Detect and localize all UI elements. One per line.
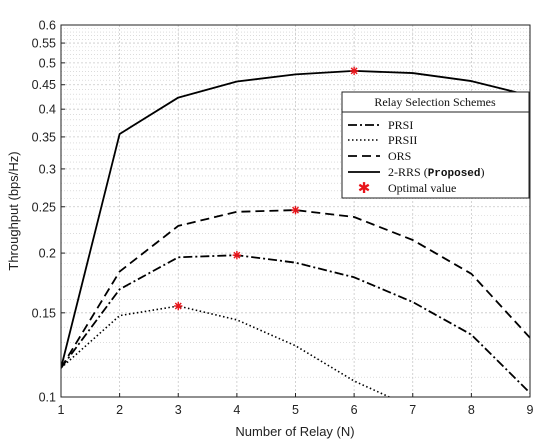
series-layer [61, 70, 530, 397]
x-tick-label: 7 [409, 403, 416, 417]
series-line-prsi [61, 254, 530, 394]
legend-swatch-optimal: ✱ [358, 179, 371, 197]
legend-label-close-paren: ) [481, 165, 485, 179]
x-tick-label: 3 [175, 403, 182, 417]
optimal-marker-stroke [350, 67, 358, 75]
series-line-prsii [61, 305, 392, 397]
y-axis-ticks: 0.1 0.15 0.2 0.25 0.3 0.35 0.4 0.45 0.5 0.55 0.6 [32, 19, 65, 405]
legend-label-prsii: PRSII [388, 133, 417, 147]
legend-label-2rrs: 2-RRS (Proposed) [388, 165, 485, 180]
legend-box [341, 91, 530, 199]
optimal-marker-stroke [174, 302, 182, 310]
x-tick-label: 5 [292, 403, 299, 417]
legend: Relay Selection Schemes PRSI PRSII ORS 2… [341, 91, 530, 199]
optimal-point-marker [349, 66, 359, 76]
x-tick-label: 9 [527, 403, 534, 417]
y-tick-label: 0.55 [32, 37, 56, 51]
y-tick-label: 0.2 [39, 247, 56, 261]
legend-label-open-paren: ( [424, 165, 428, 179]
optimal-marker-stroke [292, 206, 299, 214]
y-tick-label: 0.3 [39, 162, 56, 176]
optimal-point-marker [291, 205, 300, 215]
series-line-2-rrs [61, 70, 530, 369]
y-tick-label: 0.35 [32, 130, 56, 144]
x-tick-label: 4 [233, 403, 240, 417]
legend-label-optimal: Optimal value [388, 181, 456, 195]
x-tick-label: 1 [58, 403, 65, 417]
legend-label-ors: ORS [388, 149, 411, 163]
y-tick-label: 0.1 [39, 391, 56, 405]
y-tick-label: 0.6 [39, 19, 56, 33]
x-tick-label: 8 [468, 403, 475, 417]
optimal-point-marker [174, 301, 183, 311]
legend-label-2rrs-name: 2-RRS [388, 165, 421, 179]
legend-label-prsi: PRSI [388, 118, 413, 132]
x-tick-label: 2 [116, 403, 123, 417]
y-tick-label: 0.15 [32, 306, 56, 320]
y-axis-label: Throughput (bps/Hz) [6, 151, 21, 270]
x-axis-ticks: 1 2 3 4 5 6 7 8 9 [58, 393, 534, 417]
legend-label-proposed: Proposed [428, 168, 481, 180]
y-tick-label: 0.25 [32, 200, 56, 214]
x-tick-label: 6 [351, 403, 358, 417]
y-tick-label: 0.4 [39, 103, 56, 117]
optimal-point-marker [232, 250, 242, 260]
x-axis-label: Number of Relay (N) [235, 424, 354, 439]
optimal-marker-stroke [233, 251, 241, 259]
optimal-markers [174, 66, 359, 311]
legend-title: Relay Selection Schemes [374, 95, 496, 109]
y-tick-label: 0.45 [32, 78, 56, 92]
y-tick-label: 0.5 [39, 56, 56, 70]
